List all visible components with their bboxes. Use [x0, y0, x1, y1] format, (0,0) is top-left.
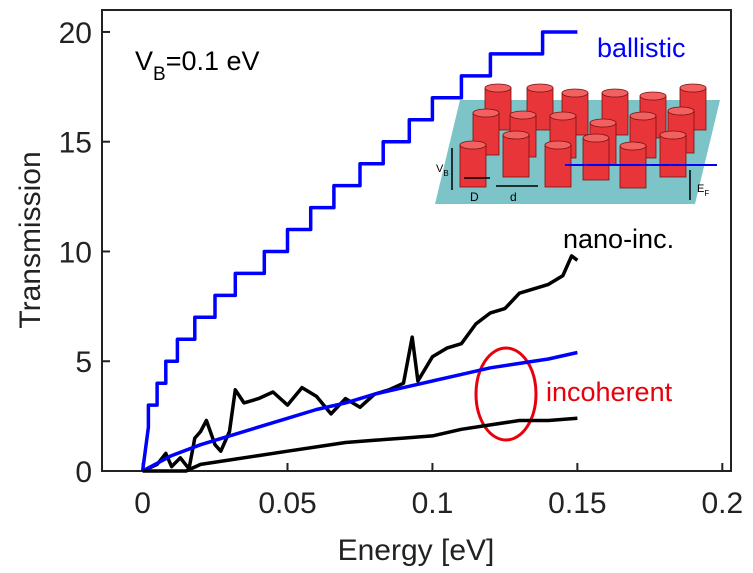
inset-cylinder-top	[589, 118, 617, 128]
inset-cylinder	[619, 145, 647, 189]
inset-cylinder-top	[601, 88, 629, 98]
inset-cylinder	[502, 134, 530, 178]
y-tick-label: 5	[75, 346, 92, 379]
inset-ef-sub: F	[704, 189, 709, 198]
y-tick-label: 20	[59, 17, 92, 50]
incoherent-ellipse	[474, 346, 538, 442]
inset-cylinders	[459, 83, 707, 189]
vb-annotation: VB=0.1 eV	[135, 46, 260, 85]
vb-rest: =0.1 eV	[166, 46, 260, 76]
series-line	[142, 416, 578, 473]
x-tick-label: 0.1	[412, 487, 454, 520]
inset-cylinder-top	[459, 140, 487, 150]
y-tick-label: 15	[59, 127, 92, 160]
inset-cylinder-top	[509, 110, 537, 120]
inset-ef: EF	[697, 183, 709, 198]
inset-cylinder-top	[679, 83, 707, 93]
inset-cylinder	[459, 144, 487, 188]
series-label: nano-inc.	[563, 224, 674, 254]
inset-cylinder-top	[502, 130, 530, 140]
series-line	[140, 30, 578, 472]
inset-cylinder-top	[549, 111, 577, 121]
inset-cylinder-top	[619, 141, 647, 151]
inset-cylinder-top	[526, 83, 554, 93]
plot-frame	[101, 9, 732, 472]
inset-cylinder-top	[659, 130, 687, 140]
inset-ef-e: E	[697, 183, 704, 195]
inset-vb: VB	[436, 163, 449, 178]
x-axis-label: Energy [eV]	[338, 534, 495, 567]
vb-sub: B	[153, 64, 166, 85]
inset-cylinder-top	[667, 106, 695, 116]
series-label: ballistic	[597, 33, 686, 63]
y-tick-label: 0	[75, 456, 92, 489]
inset-cylinder-top	[639, 91, 667, 101]
x-tick-label: 0.05	[258, 487, 316, 520]
y-tick-label: 10	[59, 236, 92, 269]
inset-cylinder-top	[472, 108, 500, 118]
inset-d: d	[510, 190, 517, 204]
inset-cylinder-top	[561, 88, 589, 98]
x-tick-label: 0.15	[548, 487, 606, 520]
inset-cylinder-top	[544, 140, 572, 150]
inset-vb-sub: B	[443, 169, 448, 178]
inset-cylinder-top	[484, 83, 512, 93]
inset-vb-v: V	[436, 163, 444, 175]
y-axis-label: Transmission	[14, 151, 47, 328]
x-tick-label: 0	[134, 487, 151, 520]
inset-cylinder-top	[582, 133, 610, 143]
series-line	[141, 254, 579, 473]
inset-cylinder-top	[629, 111, 657, 121]
incoherent-label: incoherent	[546, 377, 673, 407]
inset: VB D d EF	[435, 83, 720, 204]
inset-cylinder	[659, 134, 687, 178]
inset-D: D	[470, 190, 479, 204]
x-tick-label: 0.2	[701, 487, 743, 520]
vb-v: V	[135, 46, 153, 76]
inset-cylinder	[582, 137, 610, 181]
series-line	[141, 350, 578, 473]
